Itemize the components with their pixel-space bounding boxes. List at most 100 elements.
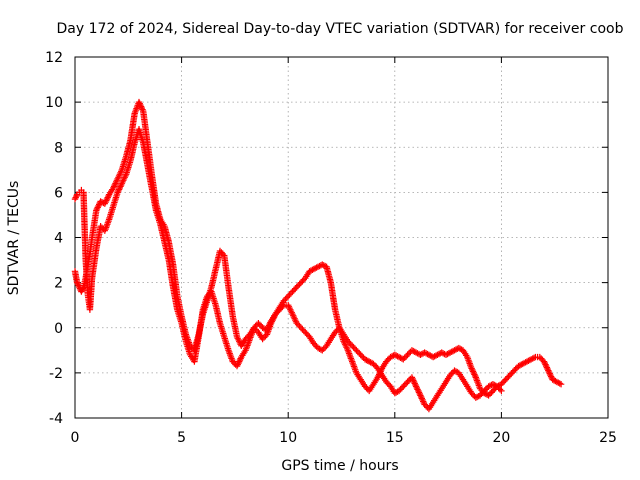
- data-point: [116, 184, 123, 192]
- data-point: [384, 356, 391, 364]
- data-point: [344, 338, 352, 345]
- data-point: [512, 365, 519, 373]
- data-point: [410, 347, 417, 355]
- data-point: [408, 374, 416, 381]
- data-point: [358, 353, 366, 360]
- data-point: [93, 205, 101, 213]
- data-point: [474, 393, 481, 401]
- data-point: [75, 282, 82, 289]
- data-point: [421, 401, 428, 408]
- x-tick-label: 0: [71, 430, 80, 446]
- data-point: [312, 265, 319, 272]
- data-point: [530, 354, 538, 361]
- y-tick-label: 2: [54, 276, 63, 292]
- data-point: [233, 333, 241, 340]
- data-point: [370, 360, 377, 368]
- data-point: [442, 351, 450, 358]
- data-series-2: [71, 126, 505, 413]
- data-point: [263, 326, 271, 334]
- data-point: [115, 186, 123, 193]
- data-point: [468, 365, 475, 372]
- data-point: [290, 286, 298, 294]
- data-point: [302, 329, 309, 336]
- data-point: [290, 312, 297, 319]
- data-point: [344, 345, 351, 352]
- data-point: [414, 350, 421, 357]
- data-point: [94, 204, 101, 211]
- data-point: [455, 344, 462, 352]
- data-point: [341, 341, 349, 348]
- x-tick-label: 10: [279, 430, 297, 446]
- data-point: [347, 341, 354, 348]
- y-tick-label: 10: [45, 95, 63, 111]
- data-point: [388, 353, 396, 360]
- data-point: [264, 325, 271, 332]
- data-point: [550, 377, 558, 384]
- data-point: [119, 178, 126, 185]
- y-tick-label: 8: [54, 140, 63, 156]
- data-point: [374, 374, 381, 381]
- data-point: [118, 168, 125, 175]
- data-point: [319, 347, 326, 354]
- data-point: [356, 350, 363, 357]
- data-point: [515, 362, 522, 370]
- data-point: [496, 386, 504, 393]
- y-tick-label: 0: [54, 321, 63, 337]
- data-point: [294, 321, 302, 328]
- data-point: [536, 353, 543, 361]
- data-point: [408, 347, 416, 354]
- x-tick-label: 5: [177, 430, 186, 446]
- data-point: [354, 348, 361, 355]
- data-point: [400, 383, 407, 390]
- data-point: [415, 389, 423, 396]
- data-point: [509, 368, 516, 376]
- data-point: [495, 384, 502, 392]
- data-point: [95, 202, 102, 210]
- data-point: [403, 353, 410, 360]
- data-point: [137, 101, 144, 109]
- data-point: [545, 367, 552, 374]
- data-point: [545, 368, 553, 376]
- data-point: [421, 349, 428, 356]
- data-point: [404, 378, 411, 386]
- data-point: [418, 350, 425, 358]
- data-point: [363, 356, 370, 364]
- data-point: [286, 305, 293, 312]
- data-point: [506, 371, 514, 379]
- y-tick-label: -2: [49, 366, 63, 382]
- data-point: [469, 368, 477, 375]
- data-point: [121, 174, 128, 181]
- data-point: [543, 362, 550, 370]
- data-point: [343, 344, 350, 351]
- data-point: [73, 279, 81, 286]
- data-points: [71, 98, 565, 413]
- data-point: [74, 280, 81, 288]
- data-point: [405, 350, 413, 357]
- data-point: [101, 200, 108, 207]
- data-point: [479, 389, 487, 396]
- data-point: [383, 378, 390, 386]
- data-point: [285, 293, 292, 300]
- data-point: [117, 183, 124, 190]
- data-point: [235, 336, 242, 343]
- data-point: [299, 277, 306, 285]
- data-point: [309, 266, 316, 273]
- data-point: [557, 381, 565, 388]
- data-point: [444, 350, 451, 358]
- data-point: [540, 358, 548, 365]
- data-point: [204, 293, 211, 300]
- data-point: [395, 387, 403, 395]
- data-point: [260, 334, 268, 341]
- data-point: [78, 288, 85, 295]
- data-point: [502, 376, 509, 383]
- data-point: [349, 342, 356, 349]
- data-point: [413, 384, 420, 392]
- data-point: [289, 288, 296, 295]
- data-point: [361, 383, 369, 390]
- data-point: [544, 365, 551, 373]
- data-point: [488, 389, 495, 396]
- data-point: [265, 322, 273, 329]
- data-point: [542, 361, 549, 368]
- y-axis-label: SDTVAR / TECUs: [6, 181, 22, 296]
- data-point: [418, 395, 425, 402]
